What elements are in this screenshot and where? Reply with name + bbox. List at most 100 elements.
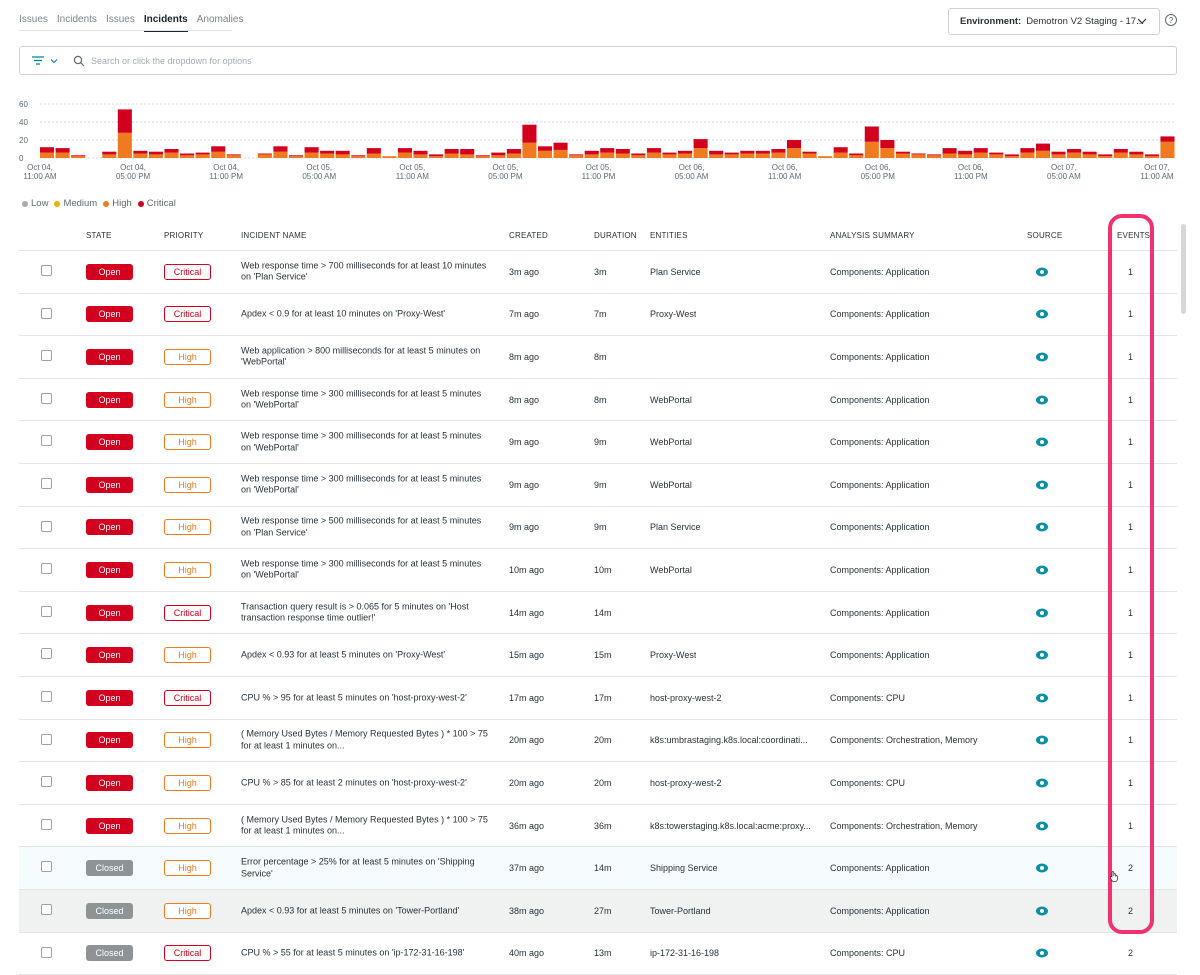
legend-dot-critical: [138, 201, 144, 207]
created-value: 9m ago: [509, 480, 539, 490]
source-eye-icon: [1036, 906, 1048, 915]
legend-low[interactable]: Low: [22, 198, 48, 209]
incident-name-link[interactable]: Web response time > 700 milliseconds for…: [241, 260, 491, 283]
analysis-summary-value: Components: Application: [830, 352, 930, 362]
created-value: 9m ago: [509, 522, 539, 532]
incident-name-link[interactable]: Apdex < 0.93 for at least 5 minutes on '…: [241, 649, 491, 661]
row-checkbox[interactable]: [41, 819, 52, 830]
column-incident-name[interactable]: INCIDENT NAME: [241, 231, 307, 240]
legend-critical[interactable]: Critical: [138, 198, 176, 209]
row-checkbox[interactable]: [41, 861, 52, 872]
legend-label-low: Low: [31, 198, 48, 209]
column-priority[interactable]: PRIORITY: [164, 231, 203, 240]
source-eye-icon: [1036, 778, 1048, 787]
legend-high[interactable]: High: [103, 198, 132, 209]
row-checkbox[interactable]: [41, 648, 52, 659]
row-checkbox[interactable]: [41, 265, 52, 276]
row-checkbox[interactable]: [41, 308, 52, 319]
bar-high: [849, 155, 863, 158]
bar-high: [834, 153, 848, 158]
row-checkbox[interactable]: [41, 350, 52, 361]
incident-name-link[interactable]: Web application > 800 milliseconds for a…: [241, 345, 491, 368]
help-icon[interactable]: ?: [1165, 14, 1177, 26]
duration-value: 7m: [594, 309, 607, 319]
column-created[interactable]: CREATED: [509, 231, 548, 240]
column-duration[interactable]: DURATION: [594, 231, 637, 240]
state-badge: Open: [86, 264, 133, 280]
column-entities[interactable]: ENTITIES: [650, 231, 688, 240]
analysis-summary-value: Components: Application: [830, 309, 930, 319]
row-checkbox[interactable]: [41, 478, 52, 489]
analysis-summary-value: Components: Application: [830, 267, 930, 277]
incident-name-link[interactable]: Error percentage > 25% for at least 5 mi…: [241, 857, 491, 880]
priority-badge: High: [164, 434, 211, 450]
bar-critical: [771, 149, 785, 153]
analysis-summary-value: Components: Orchestration, Memory: [830, 735, 978, 745]
incident-name-link[interactable]: CPU % > 55 for at least 5 minutes on 'ip…: [241, 948, 491, 960]
row-checkbox[interactable]: [41, 734, 52, 745]
incident-name-link[interactable]: Transaction query result is > 0.065 for …: [241, 601, 491, 624]
row-checkbox[interactable]: [41, 393, 52, 404]
bar-high: [429, 156, 443, 158]
x-tick-label-date: Oct 05,: [586, 163, 612, 172]
events-count: 1: [1128, 267, 1133, 277]
bar-high: [522, 143, 536, 158]
x-tick-label-date: Oct 06,: [865, 163, 891, 172]
x-tick-label-date: Oct 04,: [27, 163, 53, 172]
row-checkbox[interactable]: [41, 521, 52, 532]
state-badge: Open: [86, 477, 133, 493]
incident-name-link[interactable]: ( Memory Used Bytes / Memory Requested B…: [241, 814, 491, 837]
column-events[interactable]: EVENTS: [1117, 231, 1150, 240]
incident-name-link[interactable]: ( Memory Used Bytes / Memory Requested B…: [241, 729, 491, 752]
bar-critical: [258, 154, 272, 155]
bar-critical: [336, 151, 350, 155]
row-checkbox[interactable]: [41, 904, 52, 915]
row-checkbox[interactable]: [41, 563, 52, 574]
priority-badge: High: [164, 732, 211, 748]
column-state[interactable]: STATE: [86, 231, 112, 240]
incident-name-link[interactable]: Apdex < 0.93 for at least 5 minutes on '…: [241, 905, 491, 917]
incident-name-link[interactable]: CPU % > 85 for at least 2 minutes on 'ho…: [241, 777, 491, 789]
column-source[interactable]: SOURCE: [1027, 231, 1062, 240]
created-value: 9m ago: [509, 437, 539, 447]
search-input[interactable]: [89, 55, 689, 67]
incident-name-link[interactable]: Web response time > 300 milliseconds for…: [241, 431, 491, 454]
environment-dropdown[interactable]: Environment: Demotron V2 Staging - 17...: [948, 8, 1160, 35]
row-checkbox[interactable]: [41, 606, 52, 617]
incident-name-link[interactable]: Web response time > 300 milliseconds for…: [241, 558, 491, 581]
incident-name-link[interactable]: Apdex < 0.9 for at least 10 minutes on '…: [241, 309, 491, 321]
incident-name-link[interactable]: CPU % > 95 for at least 5 minutes on 'ho…: [241, 692, 491, 704]
bar-high: [756, 154, 770, 159]
legend-dot-high: [103, 201, 109, 207]
row-checkbox[interactable]: [41, 776, 52, 787]
incident-name-link[interactable]: Web response time > 500 milliseconds for…: [241, 516, 491, 539]
bar-critical: [56, 148, 70, 153]
column-analysis-summary[interactable]: ANALYSIS SUMMARY: [830, 231, 915, 240]
row-checkbox[interactable]: [41, 691, 52, 702]
legend-medium[interactable]: Medium: [54, 198, 97, 209]
filter-dropdown[interactable]: [32, 56, 62, 65]
row-checkbox[interactable]: [41, 435, 52, 446]
incident-name-link[interactable]: Web response time > 300 milliseconds for…: [241, 473, 491, 496]
incident-name-link[interactable]: Web response time > 300 milliseconds for…: [241, 388, 491, 411]
priority-badge: Critical: [164, 945, 211, 961]
scrollbar[interactable]: [1181, 224, 1186, 314]
entities-value: WebPortal: [650, 437, 692, 447]
